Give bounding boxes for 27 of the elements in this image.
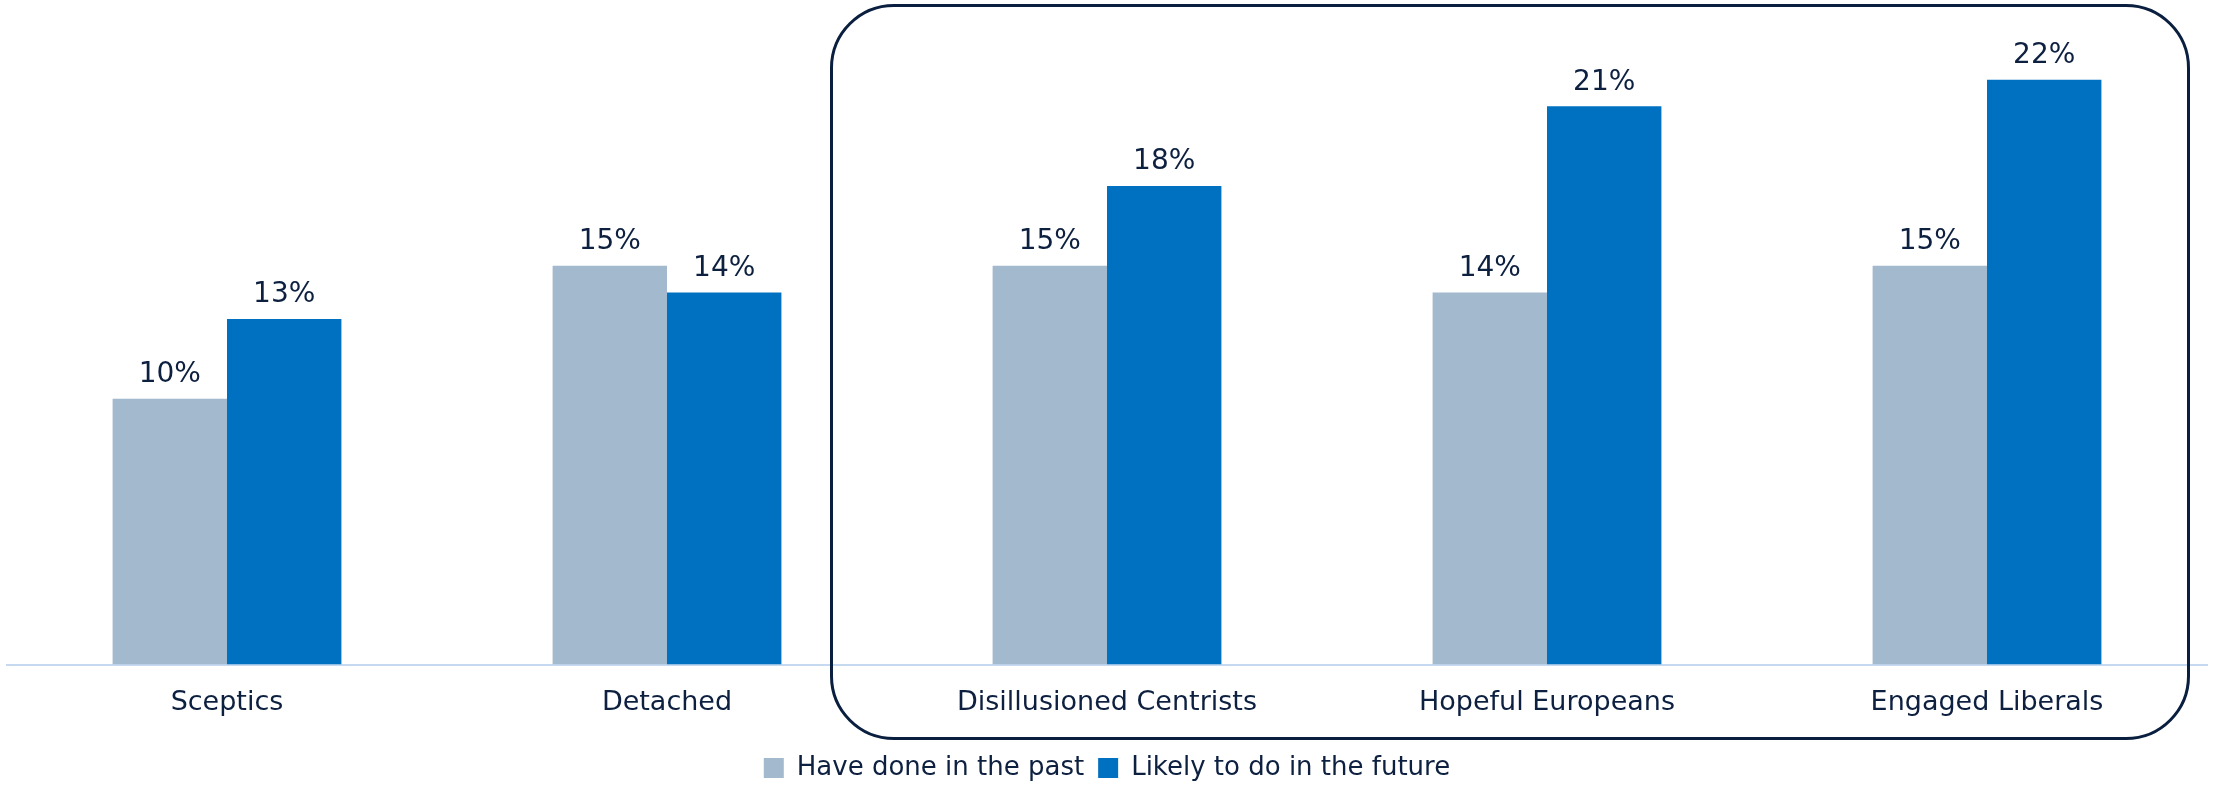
data-label: 18% — [1133, 143, 1196, 177]
data-label: 14% — [1458, 249, 1521, 283]
bar — [1547, 106, 1662, 665]
bar — [227, 319, 342, 665]
bar — [112, 398, 227, 665]
data-label: 15% — [1018, 223, 1081, 257]
data-label: 22% — [2013, 37, 2076, 71]
x-tick-label: Detached — [601, 684, 733, 716]
bar — [1872, 265, 1987, 665]
data-label: 15% — [1898, 223, 1961, 257]
bar — [667, 292, 782, 665]
x-tick-label: Engaged Liberals — [1870, 684, 2104, 716]
x-tick-label: Disillusioned Centrists — [957, 684, 1257, 716]
legend-label: Likely to do in the future — [1131, 750, 1451, 781]
data-label: 14% — [693, 249, 756, 283]
data-label: 21% — [1573, 63, 1636, 97]
bar — [992, 265, 1107, 665]
x-tick-label: Hopeful Europeans — [1419, 684, 1675, 716]
data-label: 13% — [253, 276, 316, 310]
bar — [552, 265, 667, 665]
bar — [1432, 292, 1547, 665]
bar — [1987, 79, 2102, 665]
x-tick-label: Sceptics — [170, 684, 284, 716]
bar — [1107, 186, 1222, 665]
data-label: 15% — [578, 223, 641, 257]
data-label: 10% — [138, 356, 201, 390]
legend-label: Have done in the past — [796, 750, 1085, 781]
